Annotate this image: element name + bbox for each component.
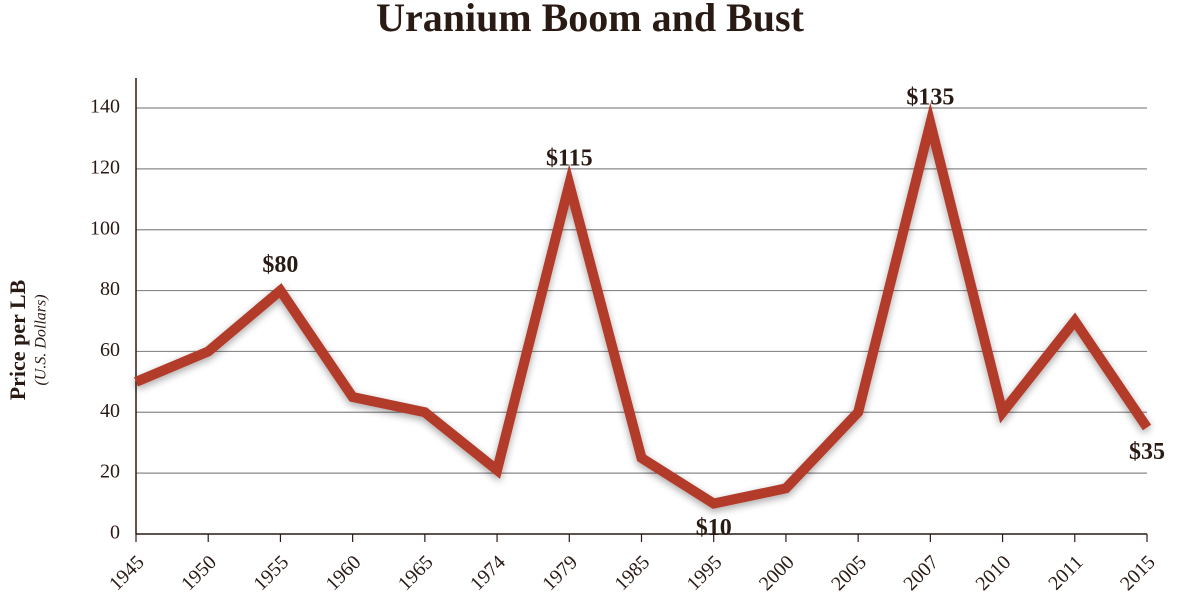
x-tick-label: 1974 bbox=[466, 551, 510, 595]
x-tick-label: 2007 bbox=[899, 551, 943, 595]
x-tick-label: 1955 bbox=[249, 551, 293, 595]
y-tick-label: 20 bbox=[100, 461, 120, 483]
y-tick-label: 100 bbox=[90, 217, 120, 239]
x-tick-label: 2005 bbox=[827, 551, 871, 595]
line bbox=[134, 102, 1152, 509]
x-tick-label: 1965 bbox=[394, 551, 438, 595]
y-tick-label: 0 bbox=[110, 522, 120, 544]
y-tick-label: 60 bbox=[100, 339, 120, 361]
chart-title: Uranium Boom and Bust bbox=[376, 0, 805, 40]
x-tick-label: 2000 bbox=[755, 551, 799, 595]
data-label: $10 bbox=[696, 515, 732, 541]
x-tick-label: 1960 bbox=[322, 551, 366, 595]
x-tick-label: 1995 bbox=[683, 551, 727, 595]
y-axis-label: Price per LB bbox=[5, 279, 30, 400]
x-tick-label: 1979 bbox=[538, 551, 582, 595]
y-tick-label: 140 bbox=[90, 96, 120, 118]
x-tick-label: 1950 bbox=[177, 551, 221, 595]
x-tick-label: 2011 bbox=[1044, 551, 1087, 594]
x-tick-label: 2015 bbox=[1116, 551, 1160, 595]
x-tick-label: 1985 bbox=[610, 551, 654, 595]
y-tick-label: 40 bbox=[100, 400, 120, 422]
y-axis-sublabel: (U.S. Dollars) bbox=[33, 294, 50, 385]
data-label: $115 bbox=[546, 146, 593, 172]
data-label: $135 bbox=[906, 85, 954, 111]
y-tick-label: 80 bbox=[100, 278, 120, 300]
data-label: $80 bbox=[262, 252, 298, 278]
data-label: $35 bbox=[1129, 439, 1165, 465]
x-tick-label: 1945 bbox=[105, 551, 149, 595]
x-tick-label: 2010 bbox=[972, 551, 1016, 595]
y-tick-label: 120 bbox=[90, 156, 120, 178]
